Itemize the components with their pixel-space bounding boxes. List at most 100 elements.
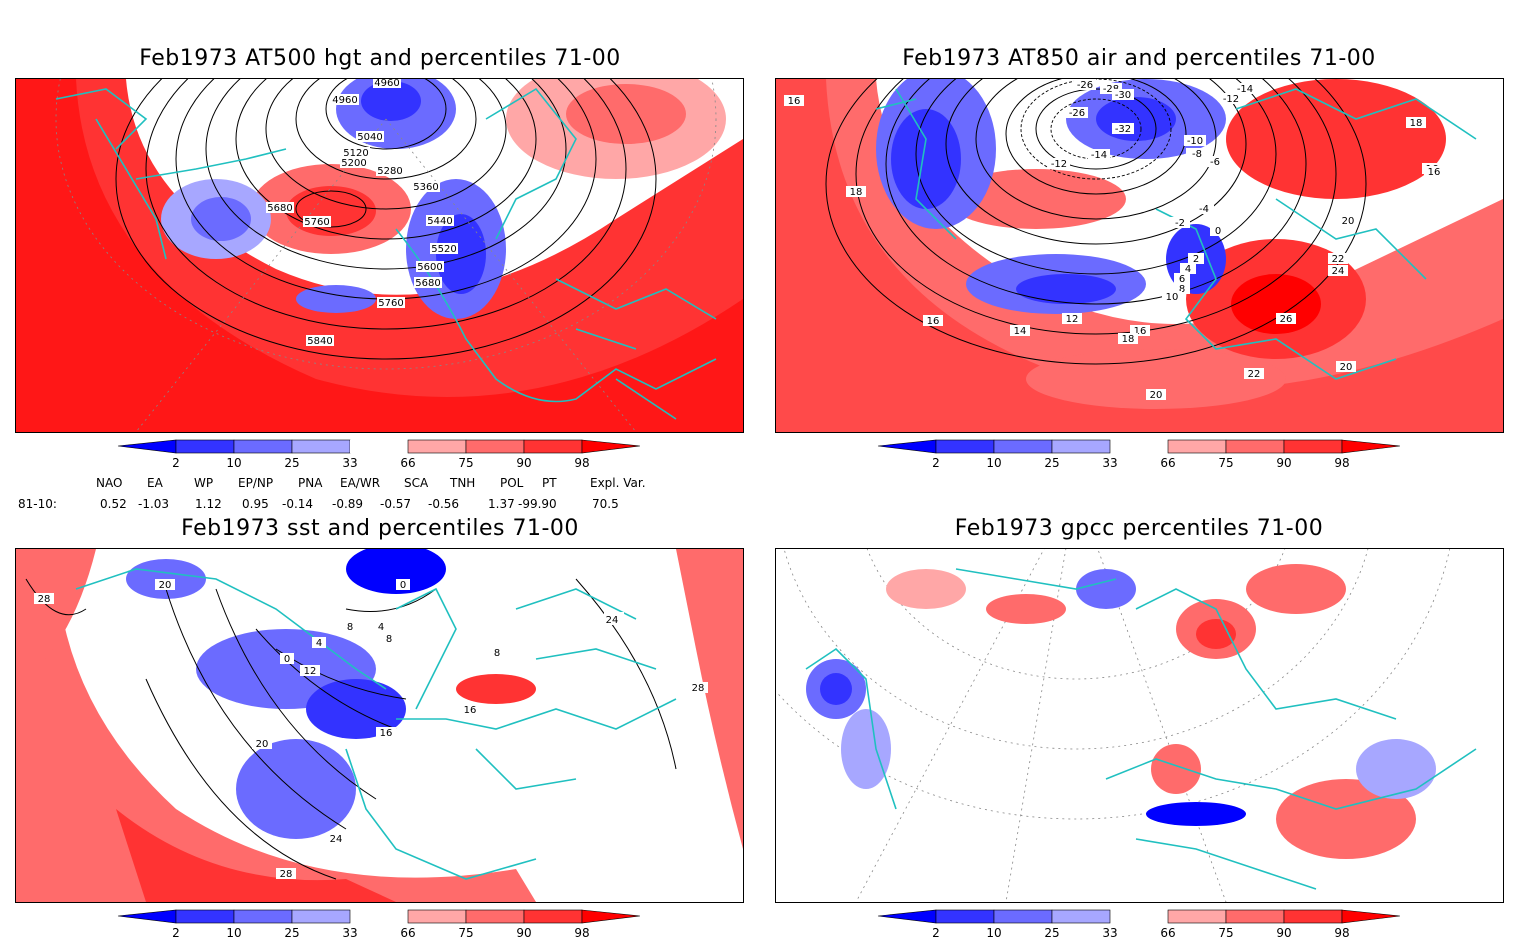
colorbar-tick: 33 — [1102, 456, 1117, 470]
map-hgt500-svg: 4960 4960 5040 5120 5200 5280 5360 5440 … — [16, 79, 743, 432]
svg-text:20: 20 — [1150, 390, 1163, 401]
svg-text:16: 16 — [788, 96, 801, 107]
svg-text:-14: -14 — [1091, 150, 1107, 161]
svg-text:-26: -26 — [1069, 108, 1085, 119]
colorbar-svg: 2 10 25 33 66 75 90 98 — [877, 909, 1401, 940]
contour-label: 20 — [1338, 215, 1358, 227]
contour-label: 5440 — [426, 215, 454, 227]
svg-text:6: 6 — [1179, 274, 1185, 285]
svg-text:14: 14 — [1014, 326, 1027, 337]
svg-text:20: 20 — [256, 739, 269, 750]
svg-text:0: 0 — [284, 654, 290, 665]
colorbar-tick: 66 — [1160, 456, 1175, 470]
contour-label: 5840 — [306, 335, 334, 347]
tele-header: EP/NP — [238, 476, 274, 490]
contour-label: -26 — [1066, 107, 1088, 119]
map-sst-svg: 28 20 0 4 8 12 16 20 24 28 24 28 0 4 8 1… — [16, 549, 743, 902]
tele-header: WP — [194, 476, 214, 490]
contour-label: 16 — [460, 704, 480, 716]
svg-text:24: 24 — [1332, 266, 1345, 277]
contour-label: 6 — [1174, 273, 1190, 285]
contour-label: 22 — [1244, 368, 1264, 380]
contour-label: -32 — [1112, 123, 1134, 135]
contour-label: 10 — [1162, 291, 1182, 303]
svg-text:-32: -32 — [1115, 124, 1131, 135]
colorbar-sst: 2 10 25 33 66 75 90 98 — [117, 909, 648, 940]
contour-label: 4 — [312, 637, 326, 649]
contour-label: -12 — [1220, 93, 1242, 105]
svg-text:5840: 5840 — [307, 336, 332, 347]
svg-text:20: 20 — [1342, 216, 1355, 227]
panel-title-air850: Feb1973 AT850 air and percentiles 71-00 — [902, 46, 1376, 71]
svg-text:2: 2 — [1193, 254, 1199, 265]
contour-label: 4960 — [331, 94, 359, 106]
contour-label: 20 — [1336, 361, 1356, 373]
colorbar-tick: 98 — [574, 926, 589, 940]
svg-text:0: 0 — [400, 580, 406, 591]
svg-text:28: 28 — [692, 683, 705, 694]
tele-value: 0.52 — [100, 497, 127, 511]
tele-value: 70.5 — [592, 497, 619, 511]
svg-text:18: 18 — [1410, 118, 1423, 129]
contour-label: 5040 — [356, 131, 384, 143]
colorbar-tick: 66 — [400, 456, 415, 470]
contour-label: 5520 — [430, 243, 458, 255]
tele-value: -1.03 — [138, 497, 170, 511]
svg-text:24: 24 — [606, 615, 619, 626]
contour-label: 5760 — [303, 216, 331, 228]
colorbar-tick: 10 — [986, 926, 1001, 940]
contour-label: -12 — [1048, 158, 1070, 170]
colorbar-tick: 25 — [284, 456, 299, 470]
svg-text:24: 24 — [330, 834, 343, 845]
colorbar-svg: 2 10 25 33 66 75 90 98 — [877, 439, 1401, 470]
contour-label: 8 — [1174, 283, 1190, 295]
map-air850-svg: -26 -28 -30 -32 -26 -14 -12 -10 -8 -6 -1… — [776, 79, 1503, 432]
svg-text:8: 8 — [494, 648, 500, 659]
colorbar-air850: 2 10 25 33 66 75 90 98 — [877, 439, 1408, 470]
contour-label: 18 — [846, 186, 866, 198]
contour-label: 8 — [490, 647, 504, 659]
colorbar-tick: 75 — [458, 456, 473, 470]
contour-label: 26 — [1276, 313, 1296, 325]
colorbar-tick: 10 — [226, 456, 241, 470]
svg-text:22: 22 — [1332, 254, 1345, 265]
contour-label: 12 — [1062, 313, 1082, 325]
contour-label: 28 — [276, 868, 296, 880]
svg-text:4: 4 — [316, 638, 322, 649]
svg-text:8: 8 — [1179, 284, 1185, 295]
colorbar-gpcc: 2 10 25 33 66 75 90 98 — [877, 909, 1408, 940]
contour-label: 28 — [688, 682, 708, 694]
svg-text:4960: 4960 — [332, 95, 357, 106]
svg-text:-2: -2 — [1175, 218, 1185, 229]
map-gpcc-svg — [776, 549, 1503, 902]
svg-text:12: 12 — [1066, 314, 1079, 325]
panel-title-gpcc: Feb1973 gpcc percentiles 71-00 — [954, 516, 1324, 541]
contour-label: 24 — [602, 614, 622, 626]
contour-label: 0 — [280, 653, 294, 665]
contour-label: 16 — [1424, 166, 1444, 178]
tele-value: -0.57 — [380, 497, 412, 511]
svg-text:-12: -12 — [1223, 94, 1239, 105]
contour-label: 12 — [300, 665, 320, 677]
contour-label: 5280 — [376, 165, 404, 177]
contour-label: 16 — [376, 727, 396, 739]
svg-text:10: 10 — [1166, 292, 1179, 303]
contour-label: -10 — [1184, 135, 1206, 147]
contour-label: 4 — [1180, 263, 1196, 275]
svg-text:-10: -10 — [1187, 136, 1203, 147]
tele-header: SCA — [404, 476, 429, 490]
tele-value: -99.90 — [518, 497, 557, 511]
panel-title-hgt500: Feb1973 AT500 hgt and percentiles 71-00 — [139, 46, 621, 71]
contour-label: 5760 — [377, 297, 405, 309]
tele-header: PNA — [298, 476, 323, 490]
svg-text:12: 12 — [304, 666, 317, 677]
colorbar-tick: 2 — [172, 456, 180, 470]
tele-header: TNH — [450, 476, 476, 490]
contour-label: -26 — [1074, 79, 1096, 91]
contour-label: 5680 — [414, 277, 442, 289]
tele-value: -0.89 — [332, 497, 364, 511]
contour-label: 24 — [1328, 265, 1348, 277]
colorbar-tick: 66 — [1160, 926, 1175, 940]
map-panel-air850: -26 -28 -30 -32 -26 -14 -12 -10 -8 -6 -1… — [775, 78, 1504, 433]
svg-text:5760: 5760 — [378, 298, 403, 309]
